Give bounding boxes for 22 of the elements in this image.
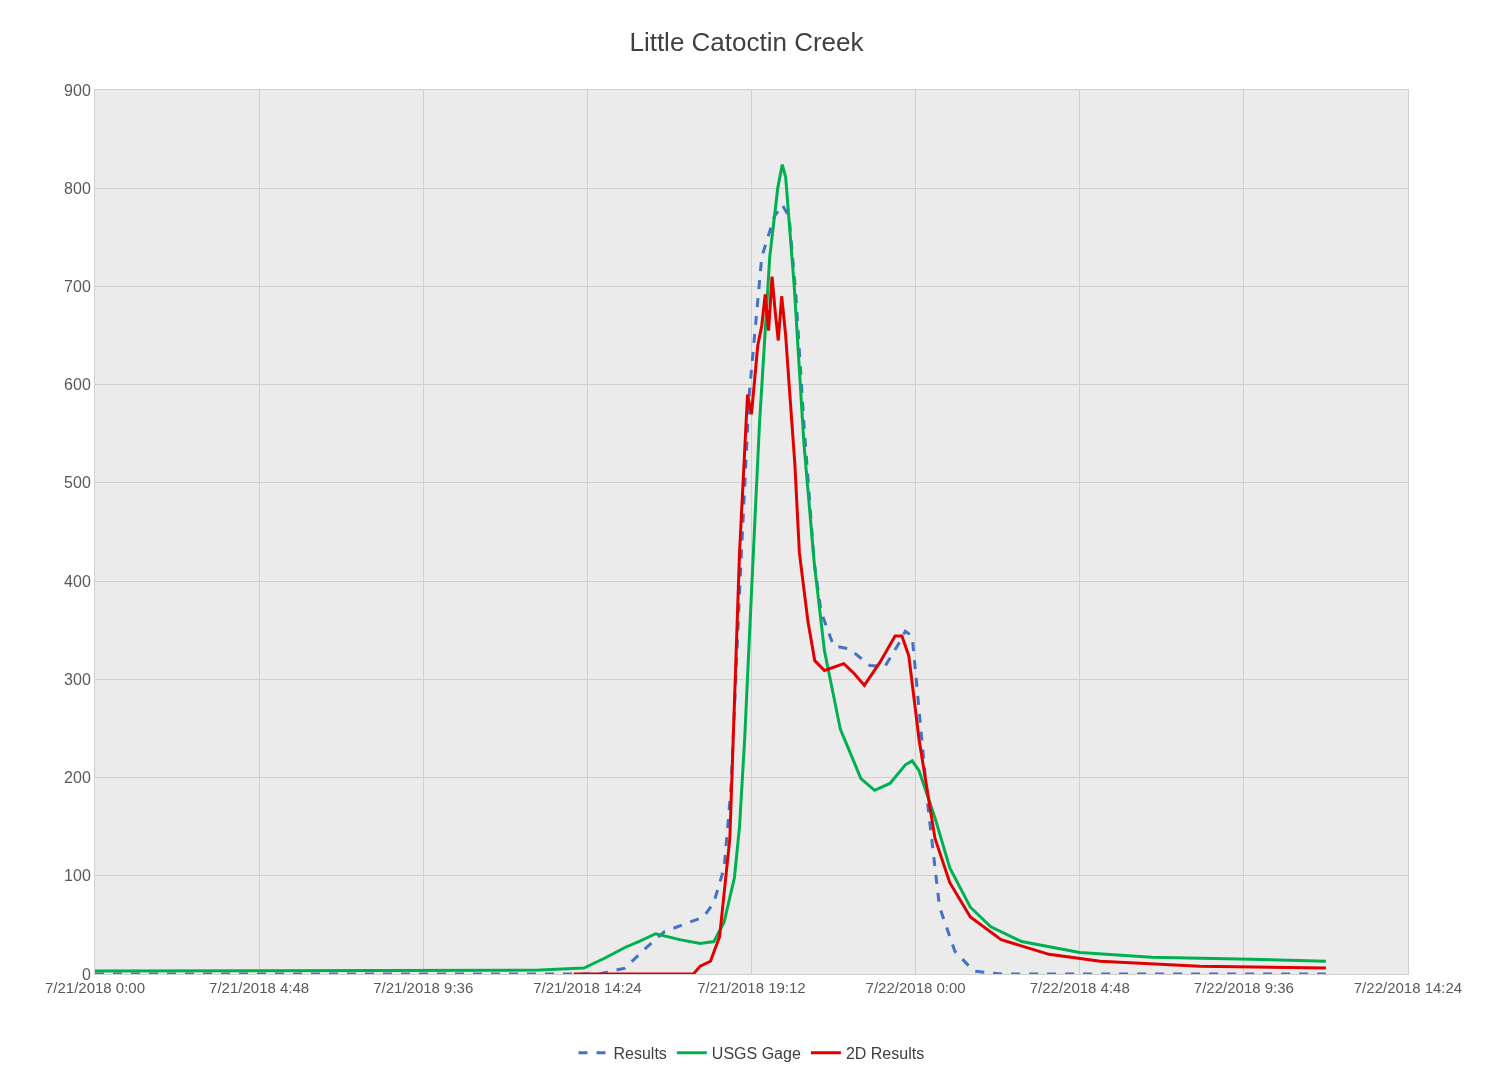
line-series xyxy=(572,275,1328,974)
x-tick-label: 7/22/2018 9:36 xyxy=(1193,979,1294,996)
x-tick-label: 7/22/2018 4:48 xyxy=(1029,979,1130,996)
x-tick-label: 7/21/2018 14:24 xyxy=(533,979,642,996)
x-tick-label: 7/22/2018 14:24 xyxy=(1353,979,1463,996)
x-tick-label: 7/21/2018 19:12 xyxy=(697,979,806,996)
x-tick-label: 7/21/2018 9:36 xyxy=(373,979,474,996)
y-tick-label: 100 xyxy=(64,867,91,885)
chart-title: Little Catoctin Creek xyxy=(629,26,865,57)
y-tick-label: 300 xyxy=(64,670,91,688)
y-tick-label: 900 xyxy=(64,81,91,99)
y-tick-label: 600 xyxy=(64,376,91,394)
y-tick-label: 400 xyxy=(64,572,91,590)
x-tick-label: 7/22/2018 0:00 xyxy=(865,979,966,996)
y-tick-label: 800 xyxy=(64,179,91,197)
legend-label: USGS Gage xyxy=(711,1045,801,1063)
legend-label: 2D Results xyxy=(845,1045,925,1063)
x-tick-label: 7/21/2018 4:48 xyxy=(209,979,310,996)
legend-label: Results xyxy=(613,1045,667,1063)
y-tick-label: 500 xyxy=(64,474,91,492)
y-tick-label: 200 xyxy=(64,769,91,787)
y-tick-label: 700 xyxy=(64,278,91,296)
